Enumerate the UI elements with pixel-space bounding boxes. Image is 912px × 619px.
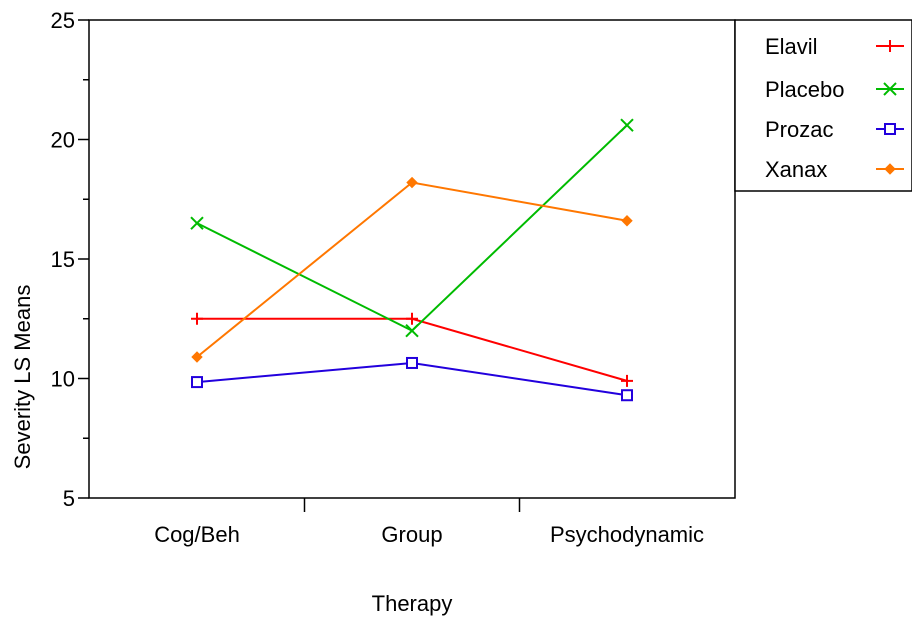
x-tick-label: Cog/Beh — [154, 522, 240, 547]
data-point-xanax — [621, 215, 633, 227]
x-axis: Cog/Beh Group Psychodynamic — [154, 498, 704, 547]
y-tick-label: 5 — [63, 486, 75, 511]
data-point-elavil — [191, 312, 203, 325]
y-axis-title: Severity LS Means — [10, 285, 35, 470]
data-point-xanax — [406, 176, 418, 189]
data-point-placebo — [190, 216, 204, 230]
y-tick-label: 20 — [51, 128, 75, 153]
legend-label: Elavil — [765, 34, 818, 59]
legend-item-elavil: Elavil — [765, 34, 904, 59]
legend-marker-prozac — [884, 123, 896, 135]
data-point-elavil — [406, 312, 418, 325]
series-layer — [190, 118, 634, 402]
legend-item-prozac: Prozac — [765, 117, 904, 142]
data-point-elavil — [621, 374, 633, 387]
y-tick-label: 15 — [51, 247, 75, 272]
legend-label: Prozac — [765, 117, 833, 142]
y-tick-label: 10 — [51, 367, 75, 392]
y-axis: 5 10 15 20 25 — [51, 8, 89, 511]
x-tick-label: Group — [381, 522, 442, 547]
legend-item-xanax: Xanax — [765, 157, 904, 182]
data-point-placebo — [405, 323, 419, 338]
legend-frame — [734, 19, 912, 192]
legend-label: Placebo — [765, 77, 845, 102]
x-axis-title: Therapy — [372, 591, 453, 616]
plot-frame — [88, 19, 736, 499]
data-point-xanax — [191, 351, 203, 363]
series-line-elavil — [197, 317, 628, 382]
legend: Elavil Placebo Prozac Xanax — [734, 19, 912, 192]
legend-label: Xanax — [765, 157, 827, 182]
data-point-prozac — [406, 356, 418, 369]
data-point-prozac — [191, 376, 203, 389]
legend-item-placebo: Placebo — [765, 77, 904, 102]
data-point-placebo — [620, 118, 634, 132]
legend-marker-xanax — [884, 163, 896, 175]
x-tick-label: Psychodynamic — [550, 522, 704, 547]
series-line-placebo — [196, 124, 628, 332]
legend-marker-elavil — [884, 40, 896, 52]
legend-marker-placebo — [883, 82, 897, 96]
y-tick-label: 25 — [51, 8, 75, 33]
data-point-prozac — [621, 389, 633, 402]
